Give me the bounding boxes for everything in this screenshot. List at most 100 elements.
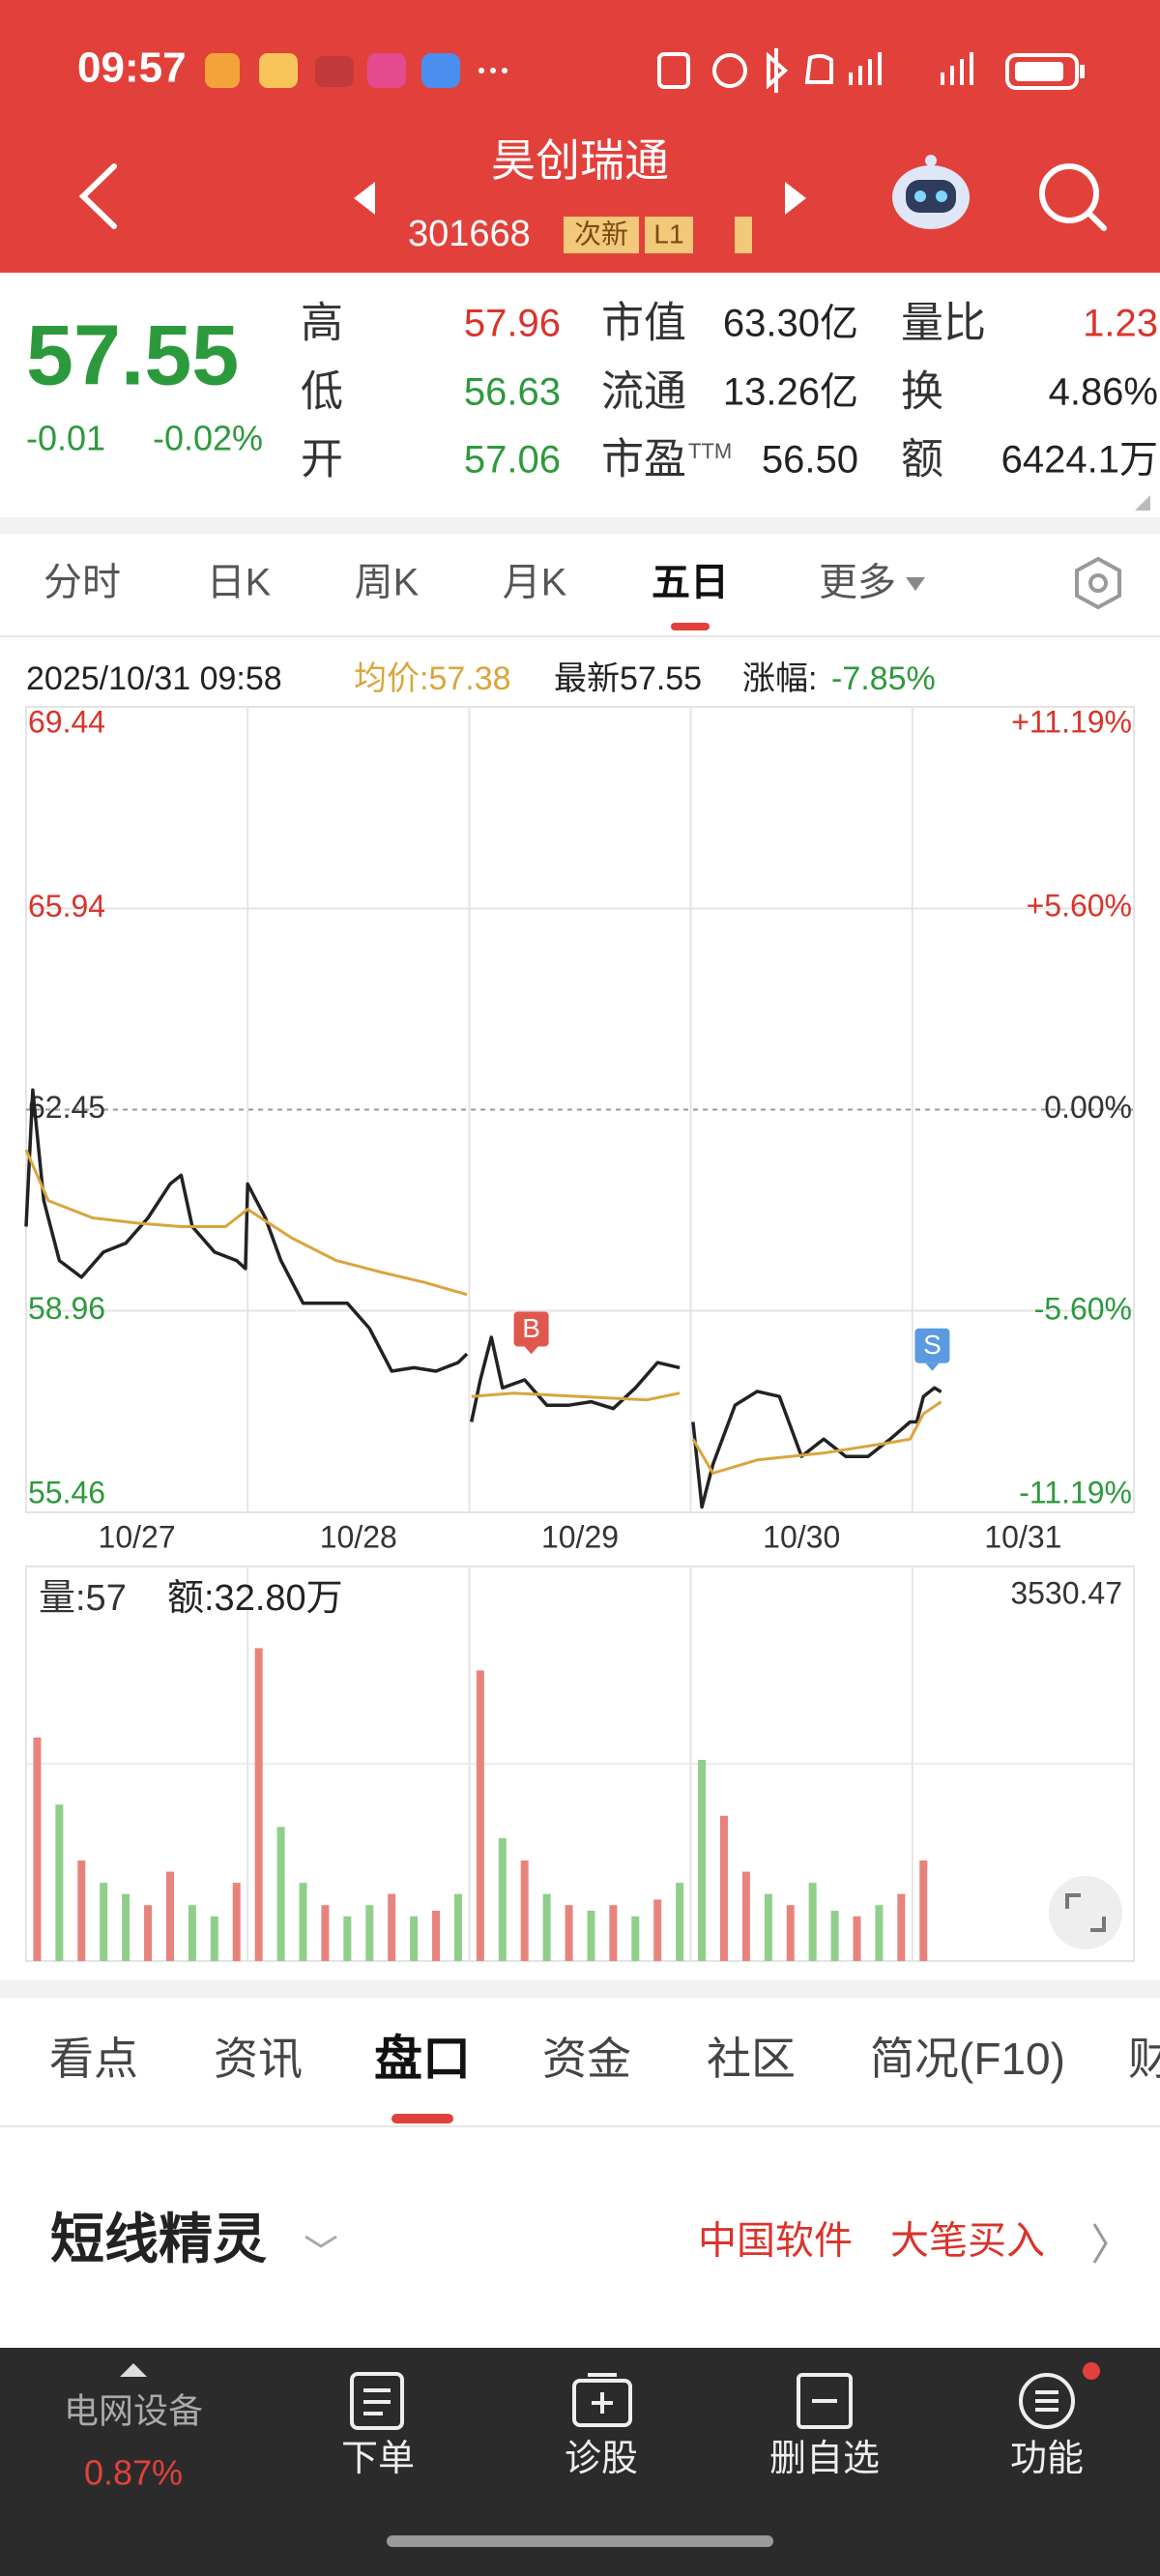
volume-bar <box>210 1916 218 1961</box>
change-value: -7.85% <box>831 660 936 697</box>
volume-bar <box>55 1804 64 1961</box>
x-tick-label: 10/29 <box>541 1519 619 1554</box>
volume-bar <box>786 1905 795 1961</box>
field-label: 量比 <box>901 300 986 347</box>
chart: 10/27 10/28 10/29 10/30 10/31 69.44 +11.19% 65.… <box>24 704 1134 1961</box>
stock-code: 301668 <box>408 214 531 254</box>
field-label: 换 <box>901 368 943 416</box>
field-value: 63.30亿 <box>723 303 858 345</box>
prev-stock[interactable] <box>354 182 375 215</box>
volume-bar <box>741 1871 750 1961</box>
info-tab[interactable]: 盘口 <box>374 2032 471 2086</box>
section-tag[interactable]: 中国软件 <box>698 2220 853 2263</box>
volume-label: 量:57 <box>39 1578 127 1619</box>
volume-bar <box>498 1837 507 1961</box>
period-tab[interactable]: 周K <box>355 562 420 604</box>
volume-bar <box>299 1883 307 1961</box>
next-stock[interactable] <box>785 182 806 215</box>
period-tab[interactable]: 五日 <box>652 562 729 604</box>
dropdown-arrow <box>906 577 925 591</box>
chart-datetime: 2025/10/31 09:58 <box>26 660 282 697</box>
volume-bar <box>321 1905 330 1961</box>
field-value: 56.50 <box>762 439 858 482</box>
tag-bg <box>564 217 639 253</box>
volume-bar <box>165 1871 174 1961</box>
y-tick-label: 62.45 <box>28 1090 105 1125</box>
sector-name[interactable]: 电网设备 <box>64 2391 203 2431</box>
volume-bar <box>188 1905 196 1961</box>
volume-bar <box>343 1916 352 1961</box>
volume-bar <box>365 1905 374 1961</box>
section-more[interactable] <box>1092 2223 1108 2264</box>
notify-dot <box>1083 2362 1100 2380</box>
period-tab[interactable]: 月K <box>503 562 567 604</box>
volume-bar <box>587 1910 595 1961</box>
period-tabs: 分时 日K 周K 月K 五日 更多 <box>44 562 925 630</box>
field-value: 56.63 <box>464 371 561 414</box>
tab-underline <box>392 2114 453 2123</box>
settings-icon <box>1088 573 1108 593</box>
fullscreen-button[interactable] <box>1049 1876 1122 1949</box>
volume-bar <box>276 1827 285 1961</box>
info-tab[interactable]: 资金 <box>542 2034 631 2084</box>
latest-price: 最新57.55 <box>554 660 702 697</box>
field-label: 市盈 <box>601 436 686 483</box>
nav-item[interactable]: 诊股 <box>565 2439 638 2479</box>
field-label: 低 <box>301 368 343 416</box>
tag-bg-cut <box>735 217 752 253</box>
expand-corner[interactable] <box>1135 495 1150 511</box>
y-tick-label: 65.94 <box>28 889 105 923</box>
info-tab[interactable]: 社区 <box>707 2034 796 2084</box>
trade-marker-tip <box>925 1362 940 1371</box>
volume-bar <box>77 1859 86 1961</box>
period-tab[interactable]: 分时 <box>44 562 121 604</box>
volume-bar <box>122 1893 130 1961</box>
info-tab[interactable]: 资讯 <box>214 2034 303 2084</box>
trade-marker <box>513 1311 549 1347</box>
status-app-icons <box>205 53 508 88</box>
last-price: 57.55 <box>26 307 239 402</box>
nav-item[interactable]: 删自选 <box>769 2439 880 2479</box>
field-value: 1.23 <box>1083 303 1158 345</box>
period-tab[interactable]: 更多 <box>819 562 896 604</box>
volume-bar <box>33 1737 42 1961</box>
volume-bar <box>676 1883 684 1961</box>
tag-bg <box>645 217 693 253</box>
field-label: 高 <box>301 300 343 347</box>
info-tab[interactable]: 财 <box>1128 2034 1160 2084</box>
separator <box>0 1980 1160 1998</box>
volume-bar <box>410 1916 419 1961</box>
y-tick-label: 69.44 <box>28 704 105 739</box>
volume-bar <box>565 1905 573 1961</box>
trade-marker-label: S <box>923 1330 942 1360</box>
price-change: -0.01 <box>26 419 105 458</box>
search-button[interactable] <box>1039 163 1107 231</box>
settings-button[interactable] <box>1075 556 1121 610</box>
field-label: 流通 <box>601 368 686 416</box>
status-time: 09:57 <box>77 44 187 92</box>
y2-tick-label: -5.60% <box>1034 1291 1132 1326</box>
back-button[interactable] <box>78 163 117 229</box>
volume-bar <box>919 1859 928 1961</box>
trade-marker-label: B <box>522 1313 540 1343</box>
info-tab[interactable]: 看点 <box>49 2034 138 2084</box>
nav-item[interactable]: 功能 <box>1010 2439 1084 2479</box>
nav-icons <box>350 2372 1075 2430</box>
volume-bar <box>144 1905 153 1961</box>
info-tab[interactable]: 简况(F10) <box>870 2034 1065 2084</box>
volume-bar <box>764 1893 772 1961</box>
volume-bar <box>476 1670 484 1961</box>
section-dropdown[interactable] <box>304 2235 337 2248</box>
volume-bar <box>432 1910 441 1961</box>
section-tag[interactable]: 大笔买入 <box>890 2220 1045 2263</box>
period-tab[interactable]: 日K <box>207 562 272 604</box>
field-value: 4.86% <box>1049 371 1158 414</box>
trade-marker <box>914 1328 950 1363</box>
volume-bar <box>719 1815 728 1961</box>
volume-bar <box>631 1916 640 1961</box>
assistant-button[interactable] <box>892 155 970 229</box>
nav-item[interactable]: 下单 <box>341 2439 415 2479</box>
status-system-icons <box>657 48 1085 93</box>
